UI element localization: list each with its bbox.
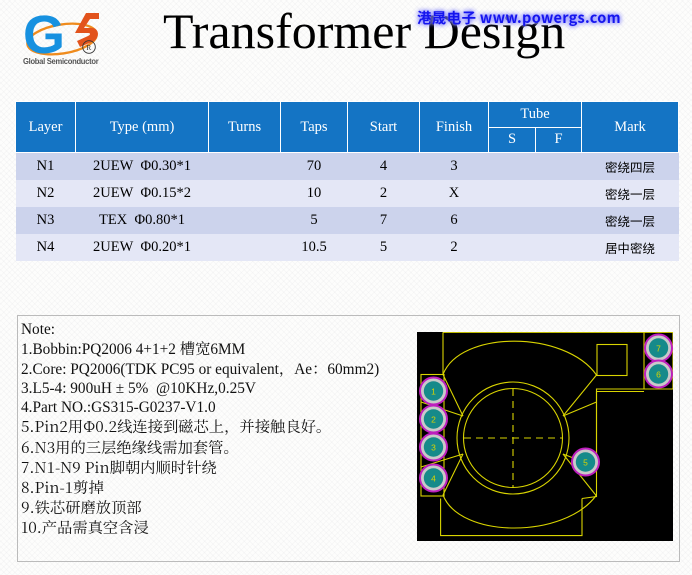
svg-text:5: 5 — [583, 457, 588, 467]
svg-text:1: 1 — [431, 386, 436, 396]
svg-text:6: 6 — [656, 369, 661, 379]
svg-text:4: 4 — [431, 473, 436, 483]
svg-text:3: 3 — [431, 442, 436, 452]
svg-text:7: 7 — [656, 343, 661, 353]
svg-text:2: 2 — [431, 414, 436, 424]
svg-text:R: R — [86, 43, 91, 52]
